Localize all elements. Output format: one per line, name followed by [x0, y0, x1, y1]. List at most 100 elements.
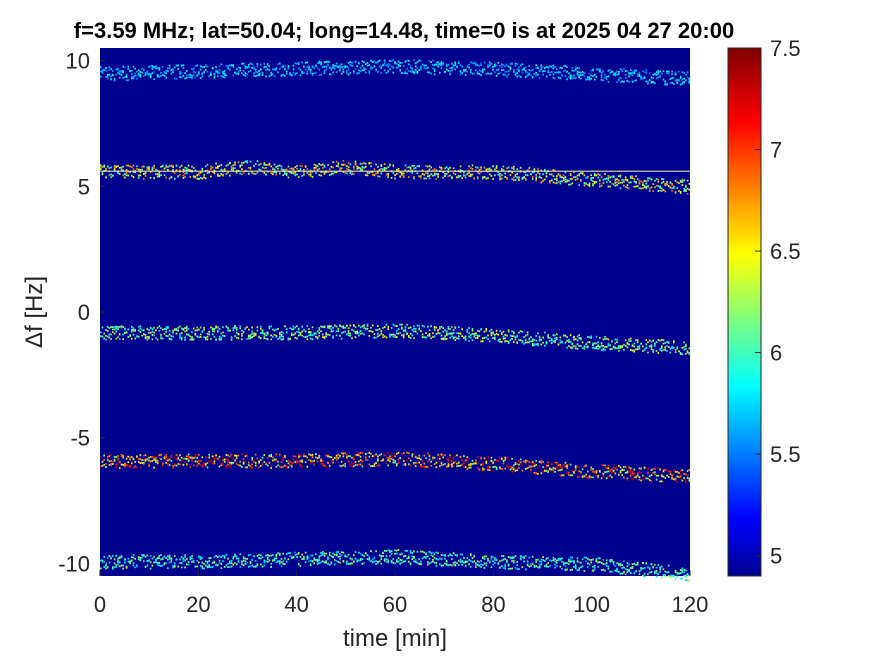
- signal-cell: [292, 71, 295, 74]
- signal-cell: [299, 168, 302, 170]
- signal-cell: [313, 163, 315, 166]
- signal-cell: [127, 464, 130, 467]
- signal-cell: [340, 167, 343, 170]
- signal-cell: [158, 173, 161, 176]
- signal-cell: [533, 463, 536, 466]
- signal-cell: [654, 342, 656, 345]
- signal-cell: [607, 185, 610, 188]
- signal-cell: [671, 187, 673, 190]
- signal-cell: [215, 69, 217, 71]
- signal-cell: [519, 76, 522, 78]
- signal-cell: [309, 174, 312, 176]
- signal-cell: [141, 556, 143, 559]
- signal-cell: [249, 336, 252, 339]
- signal-cell: [309, 459, 312, 462]
- signal-cell: [470, 173, 472, 176]
- signal-cell: [316, 62, 319, 65]
- signal-cell: [242, 63, 245, 66]
- signal-cell: [688, 479, 691, 482]
- signal-cell: [332, 65, 334, 68]
- signal-cell: [605, 562, 608, 564]
- signal-cell: [402, 463, 405, 466]
- signal-cell: [244, 72, 247, 75]
- signal-cell: [174, 328, 176, 331]
- signal-cell: [220, 464, 223, 466]
- signal-cell: [330, 555, 333, 558]
- signal-cell: [437, 332, 439, 334]
- signal-cell: [304, 165, 307, 167]
- signal-cell: [323, 61, 326, 64]
- signal-cell: [218, 72, 221, 74]
- signal-cell: [354, 464, 357, 466]
- signal-cell: [470, 464, 472, 467]
- signal-cell: [475, 337, 477, 339]
- signal-cell: [141, 165, 143, 168]
- signal-cell: [211, 561, 214, 564]
- signal-cell: [297, 61, 300, 64]
- signal-cell: [494, 562, 496, 564]
- signal-cell: [576, 557, 579, 560]
- signal-cell: [416, 172, 419, 175]
- signal-cell: [149, 555, 152, 557]
- signal-cell: [618, 71, 620, 73]
- signal-cell: [666, 183, 668, 186]
- signal-cell: [593, 567, 596, 569]
- signal-cell: [165, 72, 167, 75]
- signal-cell: [648, 345, 651, 348]
- signal-cell: [161, 564, 164, 567]
- signal-cell: [179, 337, 181, 339]
- signal-cell: [495, 165, 498, 167]
- signal-cell: [258, 336, 260, 339]
- signal-cell: [112, 567, 114, 570]
- signal-cell: [122, 169, 124, 172]
- signal-cell: [239, 325, 241, 328]
- signal-cell: [466, 468, 469, 470]
- signal-cell: [454, 561, 457, 564]
- signal-cell: [456, 562, 458, 564]
- signal-cell: [549, 468, 551, 471]
- signal-cell: [587, 176, 589, 179]
- signal-cell: [187, 168, 190, 171]
- signal-cell: [213, 561, 216, 564]
- signal-cell: [242, 462, 245, 465]
- signal-cell: [523, 560, 525, 563]
- signal-cell: [547, 71, 549, 74]
- signal-cell: [299, 460, 302, 463]
- signal-cell: [387, 65, 389, 68]
- signal-cell: [268, 75, 271, 77]
- signal-cell: [153, 331, 155, 334]
- signal-cell: [666, 82, 668, 85]
- signal-cell: [359, 70, 362, 72]
- signal-cell: [413, 555, 415, 558]
- signal-cell: [143, 462, 145, 465]
- signal-cell: [545, 75, 548, 78]
- signal-cell: [556, 71, 558, 74]
- signal-cell: [222, 173, 224, 176]
- signal-cell: [337, 330, 340, 332]
- signal-cell: [222, 459, 224, 462]
- signal-cell: [203, 326, 205, 329]
- signal-cell: [396, 336, 398, 338]
- signal-cell: [378, 554, 381, 557]
- signal-cell: [600, 349, 603, 352]
- signal-cell: [397, 458, 400, 461]
- signal-cell: [359, 558, 362, 560]
- signal-cell: [428, 458, 431, 461]
- signal-cell: [621, 179, 623, 181]
- signal-cell: [279, 332, 281, 334]
- signal-cell: [624, 74, 627, 76]
- signal-cell: [581, 173, 584, 175]
- signal-cell: [545, 563, 548, 566]
- signal-cell: [194, 76, 197, 79]
- signal-cell: [137, 168, 140, 171]
- signal-cell: [165, 76, 167, 79]
- signal-cell: [526, 563, 529, 566]
- signal-cell: [205, 564, 207, 567]
- signal-cell: [275, 68, 278, 71]
- signal-cell: [385, 558, 388, 561]
- signal-cell: [239, 172, 241, 175]
- signal-cell: [306, 72, 309, 75]
- signal-cell: [153, 177, 155, 180]
- signal-cell: [179, 562, 181, 564]
- signal-cell: [144, 458, 147, 461]
